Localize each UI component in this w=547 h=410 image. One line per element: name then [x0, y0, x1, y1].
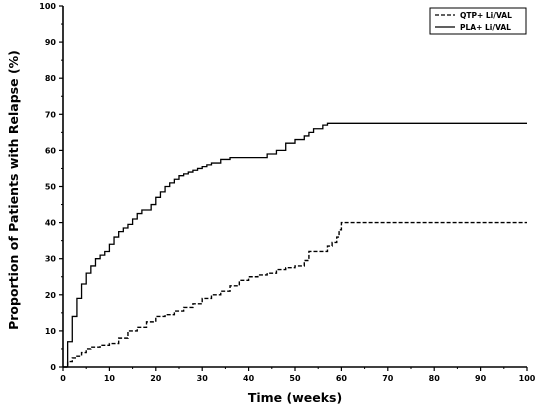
x-tick-label: 40 [243, 374, 255, 383]
series-line-pla [63, 122, 527, 368]
x-tick-label: 100 [519, 374, 536, 383]
y-tick-label: 70 [45, 110, 57, 119]
y-tick-label: 60 [45, 146, 57, 155]
y-ticks: 0 10 20 30 40 50 60 70 80 90 100 [39, 2, 63, 372]
y-tick-label: 100 [39, 2, 56, 11]
y-tick-label: 90 [45, 38, 57, 47]
y-tick-label: 80 [45, 74, 57, 83]
x-axis-title: Time (weeks) [248, 390, 342, 405]
x-tick-label: 50 [289, 374, 301, 383]
x-tick-label: 20 [150, 374, 162, 383]
x-tick-label: 70 [382, 374, 394, 383]
legend-box [429, 7, 527, 35]
y-tick-label: 30 [45, 255, 57, 264]
axes [62, 6, 527, 368]
y-tick-label: 50 [45, 183, 57, 192]
x-tick-label: 30 [197, 374, 209, 383]
legend-label-qtp: QTP+ Li/VAL [460, 11, 512, 20]
x-tick-label: 0 [60, 374, 66, 383]
series-line-qtp [63, 221, 527, 368]
x-tick-label: 10 [104, 374, 116, 383]
x-tick-label: 60 [336, 374, 348, 383]
legend: QTP+ Li/VAL PLA+ Li/VAL [429, 7, 527, 35]
y-tick-label: 20 [45, 291, 57, 300]
x-tick-label: 80 [429, 374, 441, 383]
x-ticks: 0 10 20 30 40 50 60 70 80 90 100 [60, 367, 536, 383]
y-tick-label: 10 [45, 327, 57, 336]
y-tick-label: 40 [45, 219, 57, 228]
y-axis-title: Proportion of Patients with Relapse (%) [6, 50, 21, 330]
y-tick-label: 0 [50, 363, 56, 372]
series-group [63, 122, 527, 368]
x-tick-label: 90 [475, 374, 487, 383]
legend-label-pla: PLA+ Li/VAL [460, 23, 511, 32]
